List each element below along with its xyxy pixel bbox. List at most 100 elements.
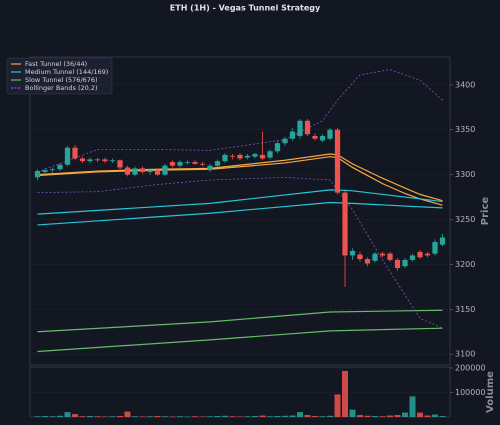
- candle-body: [349, 250, 356, 256]
- candle-body: [139, 168, 146, 172]
- candle-body: [319, 136, 326, 141]
- candle-body: [124, 167, 131, 175]
- line-upper: [37, 189, 443, 215]
- candle-body: [42, 170, 48, 172]
- candle-body: [424, 253, 431, 256]
- y-tick-label: 3400: [455, 80, 475, 89]
- volume-bar: [432, 414, 438, 417]
- volume-bar: [342, 370, 348, 417]
- price-axis-label: Price: [480, 197, 491, 226]
- volume-bar: [387, 415, 393, 417]
- line-lower: [37, 176, 443, 329]
- volume-bar: [289, 415, 296, 417]
- y-tick-label: 3150: [455, 305, 475, 314]
- volume-bar: [267, 416, 273, 417]
- volume-bar: [42, 416, 48, 417]
- candle-body: [147, 170, 153, 172]
- candle-body: [342, 192, 348, 256]
- candle-body: [64, 147, 71, 165]
- candle-body: [177, 162, 183, 166]
- y-tick-label: 100000: [455, 388, 486, 397]
- volume-bar: [147, 416, 153, 417]
- candle-body: [34, 171, 41, 178]
- volume-panel: [29, 366, 451, 418]
- volume-bar: [57, 415, 63, 417]
- volume-axis-label: Volume: [485, 371, 496, 413]
- candle-body: [364, 259, 371, 264]
- line-lower: [37, 327, 443, 353]
- volume-bar: [109, 416, 116, 417]
- candle-body: [199, 163, 206, 165]
- line-lower: [37, 156, 443, 206]
- candle-body: [372, 253, 378, 261]
- chart-title: ETH (1H) - Vegas Tunnel Strategy: [170, 4, 321, 13]
- volume-bar: [349, 409, 356, 417]
- volume-bar: [229, 416, 236, 417]
- volume-bar: [327, 415, 333, 417]
- candle-body: [267, 151, 273, 158]
- candle-body: [207, 165, 213, 171]
- volume-bar: [394, 415, 401, 417]
- candle-body: [214, 161, 221, 166]
- candle-body: [387, 253, 393, 260]
- candle-body: [169, 162, 176, 166]
- line-upper: [37, 153, 443, 202]
- candle-body: [304, 120, 311, 135]
- y-tick-label: 200000: [455, 363, 486, 372]
- candle-body: [244, 155, 251, 158]
- price-panel: [29, 56, 451, 366]
- candle-body: [154, 170, 161, 175]
- candle-body: [379, 253, 386, 256]
- volume-bar: [87, 416, 93, 417]
- volume-bar: [34, 416, 41, 417]
- volume-bar: [357, 415, 363, 417]
- candle-body: [409, 255, 416, 260]
- candle-body: [184, 162, 191, 163]
- candle-body: [259, 154, 266, 159]
- volume-bar: [154, 416, 161, 417]
- candle-body: [312, 136, 318, 139]
- y-tick-label: 3300: [455, 170, 475, 179]
- candle-body: [57, 164, 63, 170]
- volume-bar: [334, 394, 341, 417]
- candle-body: [79, 158, 86, 162]
- volume-bar: [117, 416, 123, 417]
- volume-bar: [222, 415, 228, 417]
- y-tick-label: 3200: [455, 260, 475, 269]
- volume-bar: [402, 412, 408, 417]
- y-tick-label: 3350: [455, 125, 475, 134]
- candle-body: [72, 147, 78, 159]
- volume-bar: [424, 415, 431, 417]
- volume-bar: [64, 412, 71, 417]
- volume-bar: [417, 412, 423, 417]
- volume-bar: [124, 411, 131, 417]
- volume-bar: [49, 416, 56, 417]
- volume-bar: [207, 416, 213, 417]
- candle-body: [192, 162, 198, 164]
- candle-body: [282, 138, 288, 144]
- volume-bar: [132, 416, 138, 417]
- legend-label: Medium Tunnel (144/169): [25, 68, 108, 76]
- candle-body: [327, 129, 333, 139]
- volume-bar: [259, 415, 266, 417]
- volume-bar: [252, 416, 258, 417]
- candle-body: [274, 143, 281, 152]
- legend-label: Bollinger Bands (20,2): [25, 84, 98, 92]
- candle-body: [109, 160, 116, 162]
- volume-bar: [372, 416, 378, 417]
- volume-bar: [319, 416, 326, 417]
- legend-label: Slow Tunnel (576/676): [25, 76, 98, 84]
- volume-bar: [379, 416, 386, 417]
- legend-label: Fast Tunnel (36/44): [25, 60, 87, 68]
- volume-bar: [162, 416, 168, 417]
- volume-bar: [297, 412, 303, 417]
- candle-body: [117, 160, 123, 168]
- candle-body: [102, 159, 108, 162]
- candle-body: [394, 259, 401, 269]
- volume-bar: [282, 415, 288, 417]
- volume-bar: [94, 416, 101, 417]
- candle-body: [432, 241, 438, 254]
- volume-bar: [364, 415, 371, 417]
- candle-body: [87, 159, 93, 162]
- candle-body: [132, 168, 138, 175]
